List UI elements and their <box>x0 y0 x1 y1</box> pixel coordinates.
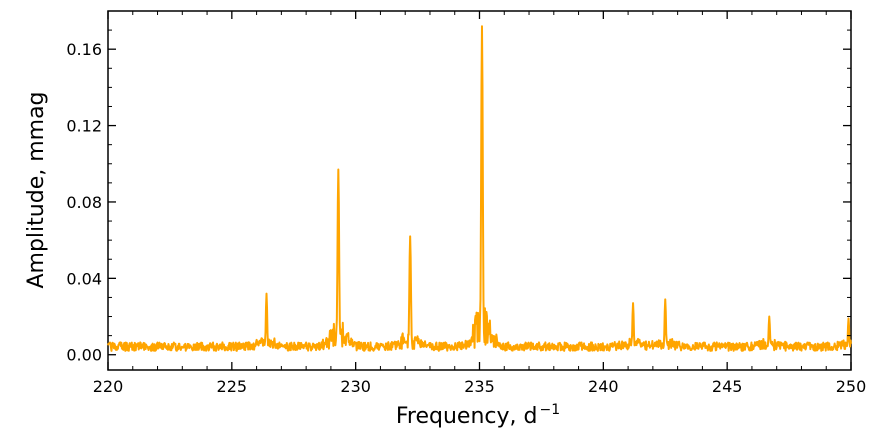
y-tick-label: 0.04 <box>66 269 102 288</box>
x-axis-label-main: Frequency, d <box>396 404 538 429</box>
x-tick-label: 240 <box>588 377 619 396</box>
ticks-group: 220 225 230 235 240 245 250 0.00 0.04 0.08 0.12 0.1… <box>66 11 866 396</box>
x-tick-label: 245 <box>712 377 743 396</box>
y-tick-label: 0.08 <box>66 193 102 212</box>
series-group <box>107 25 852 352</box>
x-tick-label: 225 <box>217 377 248 396</box>
y-axis-label: Amplitude, mmag <box>24 91 49 288</box>
x-axis-label-superscript: −1 <box>539 402 560 418</box>
amplitude-series-line <box>107 25 852 352</box>
x-axis-label: Frequency, d −1 <box>396 402 560 429</box>
x-tick-label: 230 <box>340 377 371 396</box>
x-tick-label: 235 <box>464 377 495 396</box>
y-tick-label: 0.16 <box>66 40 102 59</box>
y-tick-label: 0.12 <box>66 117 102 136</box>
x-tick-label: 250 <box>836 377 867 396</box>
x-tick-label: 220 <box>93 377 124 396</box>
y-tick-label: 0.00 <box>66 346 102 365</box>
